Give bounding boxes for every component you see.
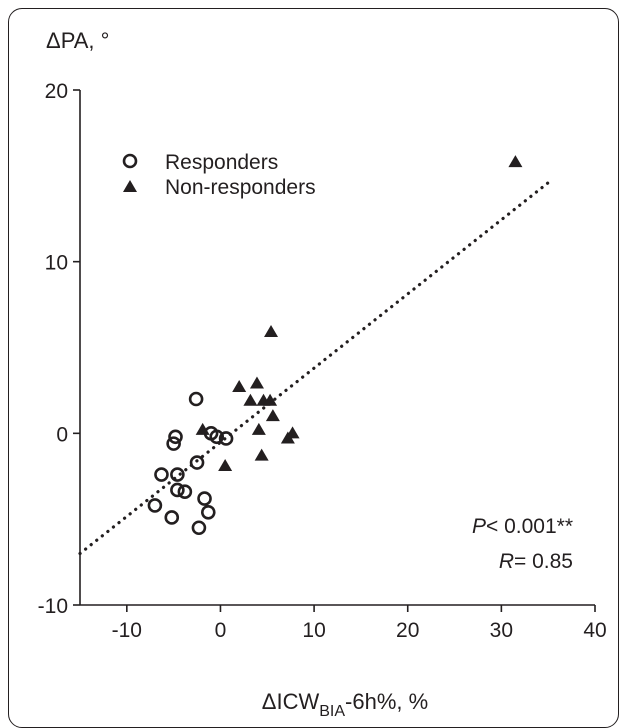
y-tick-label: -10 xyxy=(38,595,68,618)
x-axis-title-subscript: BIA xyxy=(319,703,345,716)
regression-line xyxy=(78,181,550,556)
x-tick-label: 30 xyxy=(490,619,513,642)
non-responder-point xyxy=(243,393,258,406)
non-responder-point xyxy=(251,422,266,435)
non-responder-point xyxy=(195,422,210,435)
axis-ticks: -10 0 10 20 30 40 -10 0 10 20 xyxy=(38,80,607,642)
non-responder-point xyxy=(254,448,269,461)
non-responder-point xyxy=(249,376,264,389)
r-label: R xyxy=(499,550,514,573)
p-label: P xyxy=(472,515,486,538)
x-tick-label: 10 xyxy=(302,619,325,642)
responder-point xyxy=(218,431,234,446)
y-tick-label: 20 xyxy=(45,80,68,103)
responder-point xyxy=(147,498,163,513)
legend-responders-label: Responders xyxy=(165,151,278,174)
r-value: = 0.85 xyxy=(514,550,573,573)
responder-point xyxy=(209,429,225,445)
responder-point xyxy=(200,504,216,520)
regression-line-group xyxy=(78,181,550,556)
non-responder-point xyxy=(263,393,278,406)
responder-point xyxy=(189,455,205,470)
non-responder-point xyxy=(285,426,300,439)
non-responder-point xyxy=(264,325,279,338)
non-responder-point xyxy=(265,409,280,422)
legend-responders-marker xyxy=(122,153,138,169)
x-tick-label: 40 xyxy=(583,619,606,642)
non-responder-point xyxy=(218,458,233,471)
responder-point xyxy=(164,510,180,525)
legend: Responders Non-responders xyxy=(122,151,316,199)
legend-non-responders-marker xyxy=(123,180,137,192)
x-axis-title-base: ΔICW xyxy=(262,689,320,714)
responder-point xyxy=(177,484,193,500)
x-tick-label: 20 xyxy=(396,619,419,642)
responder-point xyxy=(166,436,181,451)
data-points xyxy=(147,155,523,536)
p-value: < 0.001** xyxy=(486,515,573,538)
r-value-annotation: R= 0.85 xyxy=(499,550,573,573)
x-tick-label: 0 xyxy=(215,619,227,642)
y-tick-label: 0 xyxy=(56,423,68,446)
legend-non-responders-label: Non-responders xyxy=(165,176,316,199)
y-axis-title: ΔPA, ° xyxy=(46,28,109,53)
x-axis-title-suffix: -6h%, % xyxy=(345,689,428,714)
responder-point xyxy=(188,391,204,407)
non-responder-point xyxy=(232,379,247,392)
x-axis-title: ΔICWBIA-6h%, % xyxy=(262,689,428,716)
p-value-annotation: P< 0.001** xyxy=(472,515,573,538)
responder-point xyxy=(197,491,212,506)
responder-point xyxy=(168,429,183,445)
responder-point xyxy=(154,467,169,482)
responder-point xyxy=(170,482,185,498)
responder-point xyxy=(191,520,207,536)
x-tick-label: -10 xyxy=(112,619,142,642)
responder-point xyxy=(170,467,185,482)
non-responder-point xyxy=(508,155,523,168)
y-tick-label: 10 xyxy=(45,252,68,275)
